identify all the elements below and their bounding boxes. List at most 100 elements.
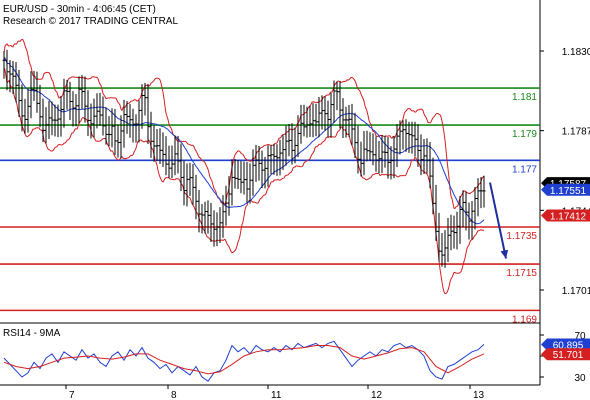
candle: [293, 127, 297, 164]
candle: [233, 158, 237, 189]
candle: [380, 134, 384, 173]
candle: [386, 136, 390, 179]
rsi-badge-label: 51.701: [553, 350, 584, 361]
candle: [167, 145, 171, 179]
candle: [26, 88, 30, 133]
candle: [278, 139, 282, 176]
candle: [182, 160, 186, 206]
candle: [362, 131, 366, 176]
rsi-line: [3, 340, 485, 382]
candle: [59, 96, 63, 137]
rsi-badge-label: 60.895: [553, 341, 584, 352]
level-label: 1.1735: [506, 231, 537, 242]
candle: [443, 230, 447, 268]
candle: [50, 101, 54, 136]
rsi-tick-label: 70: [574, 331, 586, 342]
candle: [269, 145, 273, 175]
candle: [176, 135, 180, 174]
candle: [92, 98, 96, 138]
candle: [62, 78, 66, 128]
candle: [8, 59, 12, 93]
candle: [254, 144, 258, 182]
time-tick-label: 11: [271, 390, 282, 400]
candle: [17, 69, 21, 117]
candle: [413, 121, 417, 157]
candle: [473, 187, 477, 230]
candle: [266, 145, 270, 187]
candle: [320, 95, 324, 130]
candle: [77, 76, 81, 124]
time-axis-ticks: 7 8 11 12 13: [65, 385, 485, 400]
candle: [341, 98, 345, 139]
candle: [143, 82, 147, 116]
candle: [68, 81, 72, 120]
candle: [326, 100, 330, 138]
candles: [2, 49, 486, 268]
candle: [314, 103, 318, 137]
candle: [383, 135, 387, 168]
candle: [434, 184, 438, 241]
candle: [83, 76, 87, 123]
price-badge: 1.17551: [541, 183, 590, 197]
candle: [80, 75, 84, 109]
candle: [437, 212, 441, 262]
candle: [179, 143, 183, 192]
candle: [125, 101, 129, 134]
candle: [356, 125, 360, 174]
candle: [101, 96, 105, 136]
candle: [464, 191, 468, 231]
forecast-arrow-head: [500, 249, 509, 259]
candle: [377, 141, 381, 174]
candle: [224, 185, 228, 226]
level-label: 1.181: [512, 92, 537, 103]
candle: [239, 160, 243, 194]
candle: [146, 83, 150, 145]
candle: [353, 112, 357, 158]
price-badge-label: 1.17412: [550, 212, 587, 223]
price-badge: 1.17412: [541, 209, 590, 223]
candle: [476, 178, 480, 217]
candle: [221, 195, 225, 238]
candle: [98, 92, 102, 126]
candle: [371, 133, 375, 166]
candle: [338, 81, 342, 129]
candle: [173, 135, 177, 176]
candle: [122, 99, 126, 148]
level-label: 1.179: [512, 129, 537, 140]
forecast-arrow: [489, 182, 509, 259]
candle: [410, 121, 414, 154]
candle: [11, 60, 15, 94]
candle: [104, 107, 108, 145]
candle: [197, 189, 201, 233]
candle: [53, 104, 57, 137]
candle: [35, 71, 39, 113]
candle: [311, 103, 315, 138]
time-tick-label: 8: [171, 390, 177, 400]
rsi-tick-label: 30: [574, 373, 586, 384]
candle: [440, 232, 444, 267]
candle: [23, 98, 27, 134]
rsi-lines: [3, 340, 485, 382]
candle: [71, 91, 75, 127]
support-resistance-lines: 1.181 1.179 1.177 1.1735 1.1715 1.169: [0, 87, 540, 325]
rsi-ma-line: [3, 345, 485, 375]
candle: [446, 218, 450, 262]
candle: [119, 115, 123, 159]
candle: [200, 204, 204, 234]
candle: [479, 176, 483, 209]
candle: [416, 124, 420, 167]
price-tick-label: 1.1701: [562, 286, 590, 297]
candle: [344, 106, 348, 138]
candle: [230, 159, 234, 206]
candle: [164, 136, 168, 176]
candle: [407, 121, 411, 153]
candle: [20, 84, 24, 132]
candle: [482, 175, 486, 208]
candle: [56, 104, 60, 138]
candle: [260, 150, 264, 188]
candle: [395, 124, 399, 168]
